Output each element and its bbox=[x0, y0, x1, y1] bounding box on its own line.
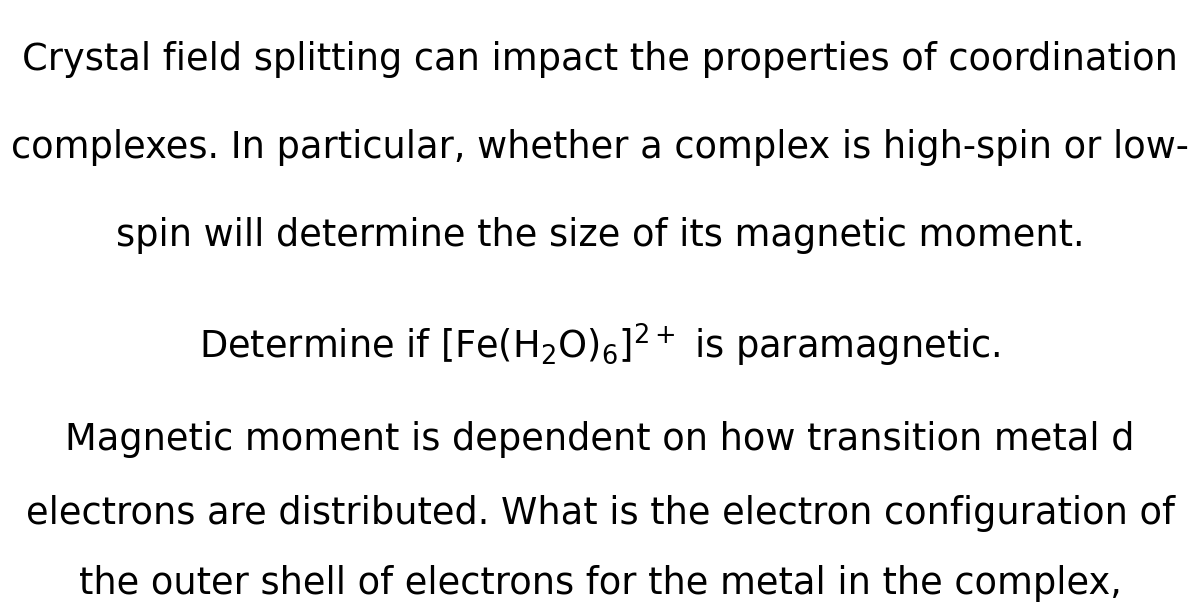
Text: Magnetic moment is dependent on how transition metal d: Magnetic moment is dependent on how tran… bbox=[65, 421, 1135, 459]
Text: electrons are distributed. What is the electron configuration of: electrons are distributed. What is the e… bbox=[25, 495, 1175, 532]
Text: spin will determine the size of its magnetic moment.: spin will determine the size of its magn… bbox=[115, 217, 1085, 254]
Text: Determine if [Fe(H$_2$O)$_6$]$^{2+}$ is paramagnetic.: Determine if [Fe(H$_2$O)$_6$]$^{2+}$ is … bbox=[199, 322, 1001, 369]
Text: the outer shell of electrons for the metal in the complex,: the outer shell of electrons for the met… bbox=[78, 565, 1122, 602]
Text: complexes. In particular, whether a complex is high-spin or low-: complexes. In particular, whether a comp… bbox=[11, 129, 1189, 166]
Text: Crystal field splitting can impact the properties of coordination: Crystal field splitting can impact the p… bbox=[22, 41, 1178, 79]
